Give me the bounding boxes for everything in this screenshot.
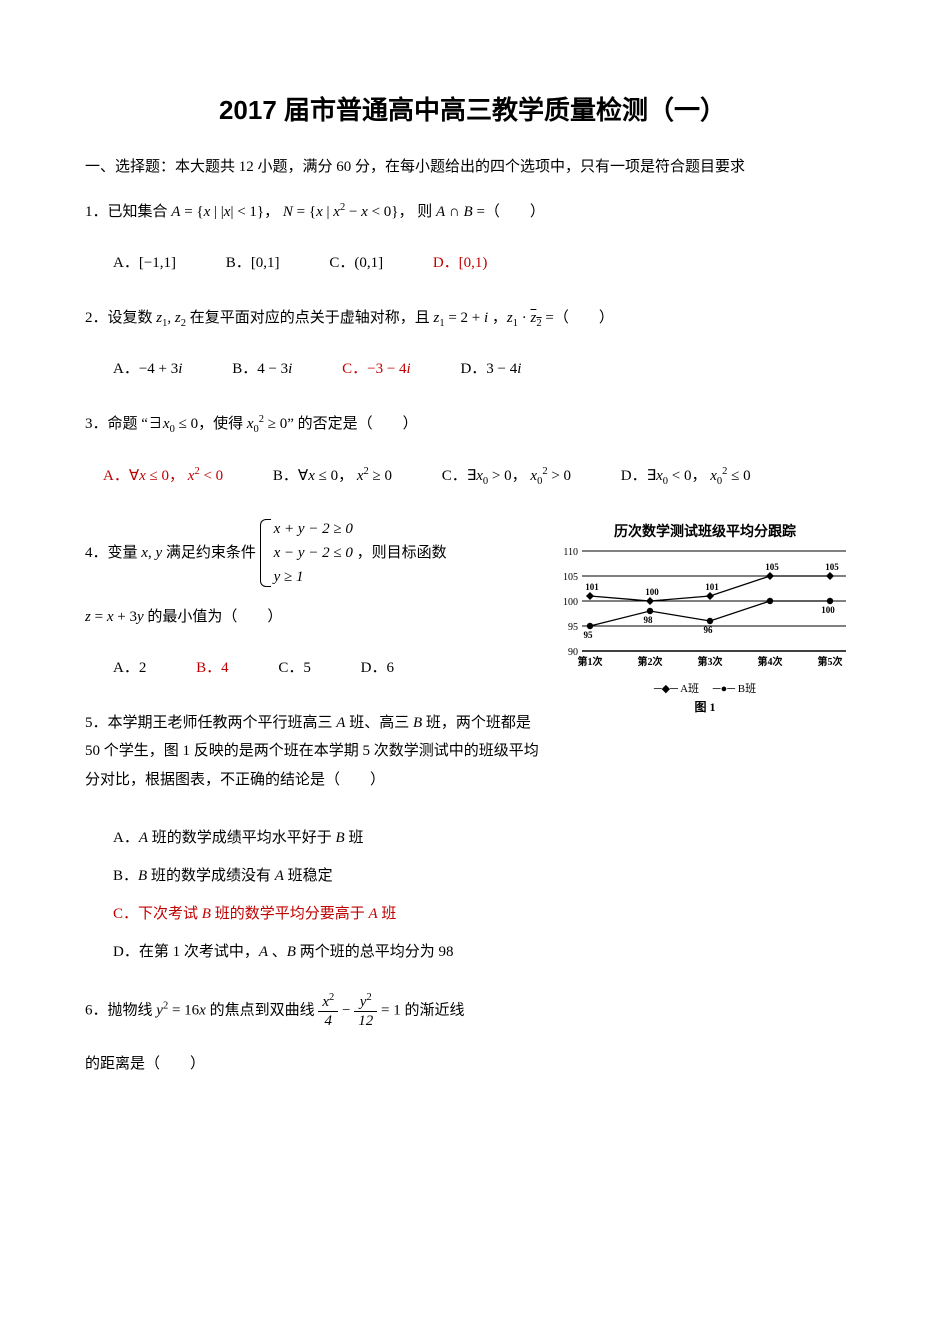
chart-title: 历次数学测试班级平均分跟踪 (550, 521, 860, 541)
svg-text:95: 95 (568, 622, 578, 633)
question-5: 5．本学期王老师任教两个平行班高三 A 班、高三 B 班，两个班都是 50 个学… (85, 709, 542, 795)
q4-options: A．2 B．4 C．5 D．6 (113, 652, 542, 685)
question-4: 4．变量 x, y 满足约束条件 x + y − 2 ≥ 0 x − y − 2… (85, 517, 542, 589)
chart-legend: ─◆─ A班 ─●─ B班 (550, 680, 860, 696)
legend-a-marker: ─◆─ (654, 683, 678, 695)
legend-a-label: A班 (680, 683, 699, 695)
section-heading: 一、选择题：本大题共 12 小题，满分 60 分，在每小题给出的四个选项中，只有… (85, 155, 860, 176)
q3-opt-a: A．∀x ≤ 0， x2 < 0 (103, 460, 223, 493)
q4-system: x + y − 2 ≥ 0 x − y − 2 ≤ 0 y ≥ 1 (260, 517, 353, 589)
legend-b-marker: ─●─ (713, 683, 735, 695)
q2-opt-d: D．3 − 4i (460, 353, 521, 386)
q2-options: A．−4 + 3i B．4 − 3i C．−3 − 4i D．3 − 4i (113, 353, 860, 386)
svg-text:90: 90 (568, 647, 578, 658)
q4-line2: z = x + 3y 的最小值为（ ） (85, 603, 542, 632)
exam-page: 2017 届市普通高中高三教学质量检测（一） 一、选择题：本大题共 12 小题，… (0, 0, 945, 1159)
q6-frac2: y212 (354, 992, 377, 1030)
q3-options: A．∀x ≤ 0， x2 < 0 B．∀x ≤ 0， x2 ≥ 0 C．∃x0 … (103, 460, 860, 493)
q5-options: A．A 班的数学成绩平均水平好于 B 班 B．B 班的数学成绩没有 A 班稳定 … (113, 820, 860, 970)
q1-opt-d: D．[0,1) (433, 247, 488, 280)
svg-text:101: 101 (585, 582, 599, 592)
q3-opt-d: D．∃x0 < 0， x02 ≤ 0 (621, 460, 751, 493)
q2-opt-c: C．−3 − 4i (342, 353, 411, 386)
q6-frac1: x24 (318, 992, 338, 1030)
q1-stem-pre: 1．已知集合 (85, 204, 171, 220)
svg-text:100: 100 (563, 597, 578, 608)
chart-figure-1: 历次数学测试班级平均分跟踪 110 105 100 95 90第1次 第2次 第3次 第4次 第… (550, 521, 860, 715)
q5-opt-a: A．A 班的数学成绩平均水平好于 B 班 (113, 820, 860, 856)
q1-opt-c: C．(0,1] (329, 247, 383, 280)
question-6: 6．抛物线 y2 = 16x 的焦点到双曲线 x24 − y212 = 1 的渐… (85, 992, 860, 1030)
question-3: 3．命题 “∃x0 ≤ 0，使得 x02 ≥ 0” 的否定是（ ） (85, 410, 860, 440)
q4-opt-b: B．4 (196, 652, 229, 685)
q1-opt-a: A．[−1,1] (113, 247, 176, 280)
legend-b-label: B班 (738, 683, 756, 695)
svg-text:95: 95 (584, 630, 594, 640)
q1-options: A．[−1,1] B．[0,1] C．(0,1] D．[0,1) (113, 247, 860, 280)
q1-setN: N (283, 204, 293, 220)
svg-text:96: 96 (704, 625, 714, 635)
q4-stem-mid: ，则目标函数 (353, 539, 447, 568)
q4-opt-c: C．5 (278, 652, 311, 685)
line-chart: 110 105 100 95 90第1次 第2次 第3次 第4次 第5次 101 100 101 105… (550, 543, 850, 673)
q1-opt-b: B．[0,1] (226, 247, 280, 280)
q1-setA: A (171, 204, 180, 220)
svg-text:105: 105 (563, 572, 578, 583)
svg-text:105: 105 (765, 562, 779, 572)
q4-opt-d: D．6 (361, 652, 394, 685)
q4-opt-a: A．2 (113, 652, 146, 685)
page-title: 2017 届市普通高中高三教学质量检测（一） (85, 90, 860, 127)
svg-text:100: 100 (645, 587, 659, 597)
question-1: 1．已知集合 A = {x | |x| < 1}， N = {x | x2 − … (85, 198, 860, 227)
svg-text:101: 101 (705, 582, 719, 592)
svg-text:第3次: 第3次 (698, 655, 723, 668)
q5-opt-c: C．下次考试 B 班的数学平均分要高于 A 班 (113, 896, 860, 932)
q2-opt-b: B．4 − 3i (232, 353, 292, 386)
svg-text:98: 98 (644, 615, 654, 625)
svg-text:第4次: 第4次 (758, 655, 783, 668)
svg-text:第5次: 第5次 (818, 655, 843, 668)
chart-caption: 图 1 (550, 698, 860, 715)
svg-text:110: 110 (563, 547, 578, 558)
q5-opt-b: B．B 班的数学成绩没有 A 班稳定 (113, 858, 860, 894)
q4-q5-row: 4．变量 x, y 满足约束条件 x + y − 2 ≥ 0 x − y − 2… (85, 517, 860, 814)
svg-text:第2次: 第2次 (638, 655, 663, 668)
svg-text:105: 105 (825, 562, 839, 572)
q2-opt-a: A．−4 + 3i (113, 353, 182, 386)
svg-text:第1次: 第1次 (578, 655, 603, 668)
q4-stem-pre: 4．变量 x, y 满足约束条件 (85, 539, 260, 568)
q6-line2: 的距离是（ ） (85, 1050, 860, 1079)
q3-opt-b: B．∀x ≤ 0， x2 ≥ 0 (273, 460, 392, 493)
svg-text:100: 100 (821, 605, 835, 615)
q3-opt-c: C．∃x0 > 0， x02 > 0 (442, 460, 571, 493)
q5-opt-d: D．在第 1 次考试中，A 、B 两个班的总平均分为 98 (113, 934, 860, 970)
question-2: 2．设复数 z1, z2 在复平面对应的点关于虚轴对称，且 z1 = 2 + i… (85, 304, 860, 334)
